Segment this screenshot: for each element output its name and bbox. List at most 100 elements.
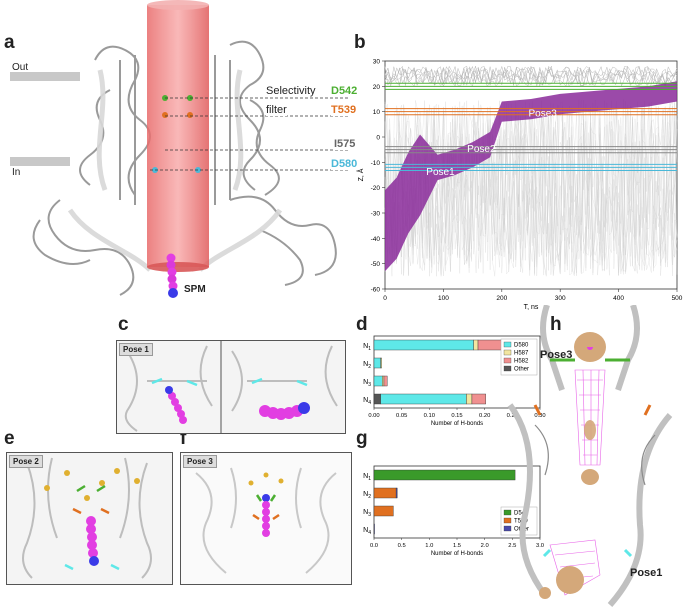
chart-d-bar-d580 xyxy=(373,339,474,351)
pose3-tag: Pose 3 xyxy=(183,455,217,468)
chart-g-category-label: N1 xyxy=(363,473,371,482)
pose3-snapshot: Pose 3 xyxy=(180,452,352,585)
chart-g-xtick-label: 2.5 xyxy=(508,543,516,549)
chart-g-category-label: N2 xyxy=(363,491,371,500)
chart-d-xtick-label: 0.00 xyxy=(368,413,379,419)
chart-d-legend-swatch xyxy=(503,357,512,364)
chart-b-ytick-label: -10 xyxy=(371,160,381,167)
chart-g-legend-swatch xyxy=(503,509,512,516)
chart-d-bar-d580 xyxy=(373,375,383,387)
panel-label-c: c xyxy=(118,314,129,335)
chart-d-legend-label: H582 xyxy=(514,359,529,365)
spm-molecule xyxy=(166,253,178,298)
pose2-tag: Pose 2 xyxy=(9,455,43,468)
label-out: Out xyxy=(12,62,29,73)
chart-b-bg-trace xyxy=(384,100,678,277)
chart-b-ylabel: Z, Å xyxy=(356,168,365,181)
chart-g-bar-t539 xyxy=(373,505,394,517)
membrane-in-bar xyxy=(10,157,70,166)
chart-d-xtick-label: 0.30 xyxy=(534,413,545,419)
panel-label-d: d xyxy=(356,314,368,335)
chart-b-ytick-label: 20 xyxy=(373,84,381,91)
chart-b-xtick-label: 100 xyxy=(438,295,449,302)
chart-d-legend-swatch xyxy=(503,349,512,356)
label-t539: T539 xyxy=(331,104,357,116)
chart-b-bg-trace xyxy=(384,65,678,87)
chart-d-bar-other xyxy=(373,393,381,405)
chart-g-legend-swatch xyxy=(503,525,512,532)
label-i575: I575 xyxy=(334,138,356,150)
chart-d-bar-d580 xyxy=(373,357,381,369)
chart-b-annotation: Pose3 xyxy=(529,109,558,120)
chart-b-annotation: Pose1 xyxy=(426,167,455,178)
chart-b-spm-band xyxy=(385,81,677,272)
chart-d-legend-label: Other xyxy=(514,367,529,373)
chart-b-ytick-label: 10 xyxy=(373,109,381,116)
chart-b-bg-trace xyxy=(384,99,678,276)
chart-b-xtick-label: 300 xyxy=(555,295,566,302)
panel-label-b: b xyxy=(354,32,366,53)
pose2-snapshot: Pose 2 xyxy=(6,452,173,585)
chart-b-xtick-label: 0 xyxy=(383,295,387,302)
chart-d-category-label: N1 xyxy=(363,343,371,352)
chart-g: N1 N2 N3 N4 0.0 0.5 1.0 1.5 2.0 2.5 3.0 Number of H… xyxy=(363,465,544,557)
density-blob-pose1 xyxy=(556,566,584,594)
protein-ribbon xyxy=(32,40,337,296)
panel-label-f: f xyxy=(180,428,187,449)
chart-b-bg-trace xyxy=(384,101,678,276)
chart-b-ytick-label: 0 xyxy=(376,135,380,142)
pose1-snapshots: Pose 1 xyxy=(116,340,346,434)
chart-g-xtick-label: 2.0 xyxy=(481,543,489,549)
chart-b-xtick-label: 200 xyxy=(496,295,507,302)
channel-cylinder xyxy=(147,5,209,267)
chart-d-xtick-label: 0.10 xyxy=(424,413,435,419)
chart-d-xtick-label: 0.20 xyxy=(479,413,490,419)
panel-label-g: g xyxy=(356,428,368,449)
chart-g-xtick-label: 1.0 xyxy=(425,543,433,549)
chart-g-category-label: N3 xyxy=(363,509,371,518)
panel-label-h: h xyxy=(550,314,562,335)
chart-b-ytick-label: 30 xyxy=(373,59,381,66)
chart-g-xlabel: Number of H-bonds xyxy=(431,551,483,557)
chart-g-bar-other xyxy=(373,523,375,535)
chart-d-xlabel: Number of H-bonds xyxy=(431,421,483,427)
label-in: In xyxy=(12,167,21,178)
panel-label-e: e xyxy=(4,428,15,449)
chart-b-ytick-label: -30 xyxy=(371,211,381,218)
chart-b-xtick-label: 400 xyxy=(613,295,624,302)
panel-label-a: a xyxy=(4,32,15,53)
label-pose1: Pose1 xyxy=(630,567,663,579)
chart-d-bar-h582 xyxy=(383,375,388,387)
chart-b-ytick-label: -40 xyxy=(371,236,381,243)
chart-d-legend-swatch xyxy=(503,365,512,372)
chart-d-bar-h587 xyxy=(380,357,382,369)
chart-d-category-label: N4 xyxy=(363,397,371,406)
chart-b-ytick-label: -60 xyxy=(371,287,381,294)
chart-d-legend-swatch xyxy=(503,341,512,348)
panel-h-structure xyxy=(507,305,673,607)
chart-d-bar-h582 xyxy=(471,393,486,405)
chart-d-legend-label: D580 xyxy=(514,343,529,349)
chart-g-bar-t539 xyxy=(373,487,397,499)
membrane-out-bar xyxy=(10,72,80,81)
chart-b-ytick-label: -20 xyxy=(371,185,381,192)
chart-d-xtick-label: 0.05 xyxy=(396,413,407,419)
chart-g-bar-other xyxy=(395,487,398,499)
label-pose3: Pose3 xyxy=(540,349,573,361)
label-selectivity: Selectivity xyxy=(266,85,316,97)
chart-d: N1 N2 N3 N4 0.00 0.05 0.10 0.15 0.20 0.25 0.30 Numb… xyxy=(363,335,546,427)
chart-d-bar-d580 xyxy=(380,393,467,405)
chart-g-legend-swatch xyxy=(503,517,512,524)
chart-g-xtick-label: 0.5 xyxy=(398,543,406,549)
panel-a-structure xyxy=(10,0,350,298)
label-d580: D580 xyxy=(331,158,358,170)
chart-g-xtick-label: 3.0 xyxy=(536,543,544,549)
chart-d-legend-label: H587 xyxy=(514,351,529,357)
chart-b-ytick-label: -50 xyxy=(371,261,381,268)
chart-d-xtick-label: 0.15 xyxy=(451,413,462,419)
chart-d-bar-h587 xyxy=(382,375,385,387)
chart-g-category-label: N4 xyxy=(363,527,371,536)
chart-d-bar-h587 xyxy=(473,339,479,351)
chart-g-bar-d542 xyxy=(373,469,516,481)
